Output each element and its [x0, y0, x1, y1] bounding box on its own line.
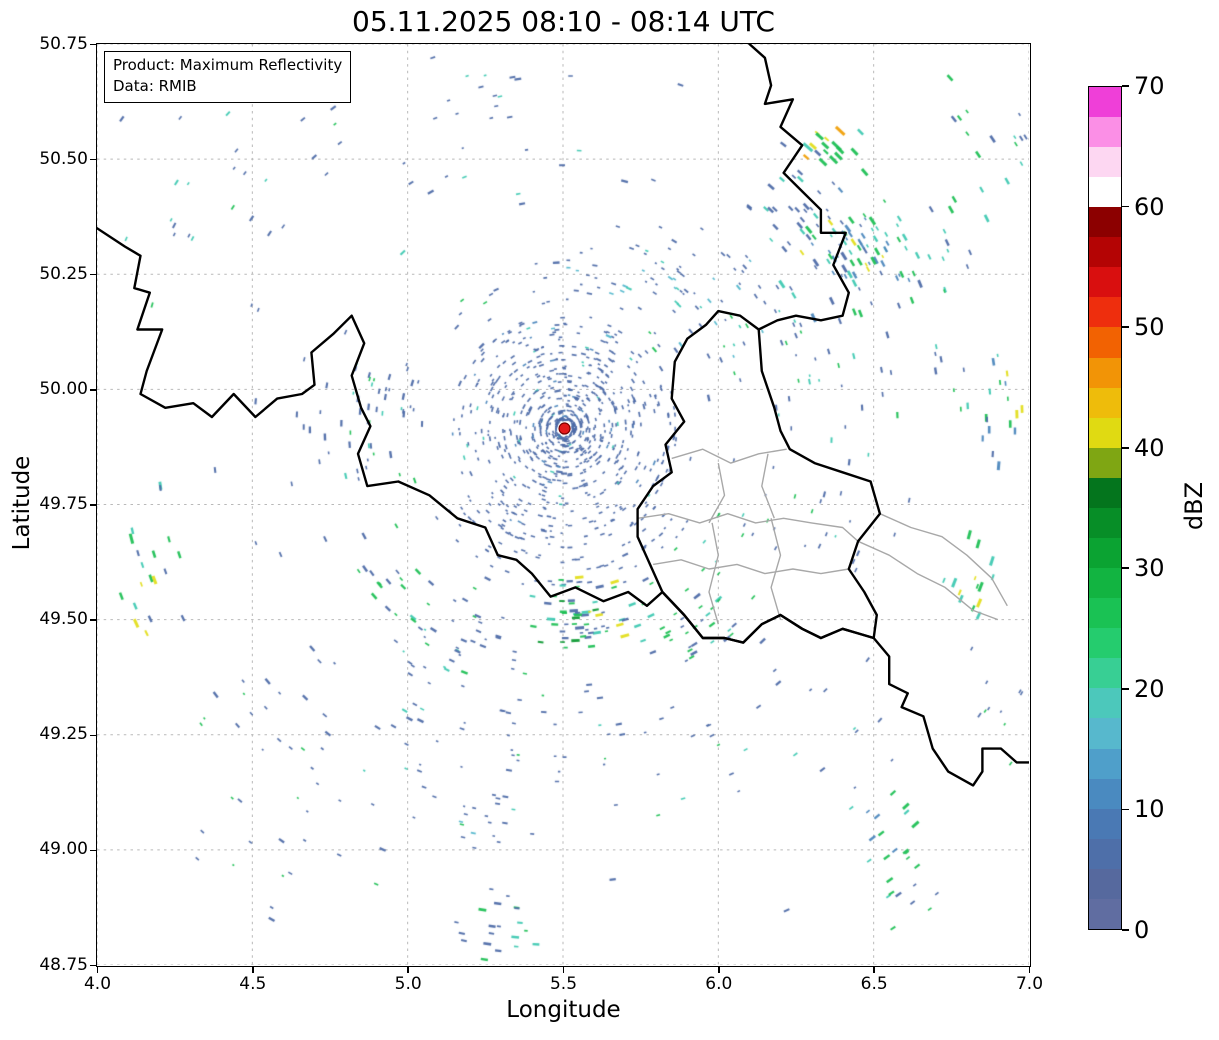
y-tick-label: 49.50	[39, 609, 88, 630]
colorbar-tick-mark	[1122, 567, 1129, 570]
colorbar-segment	[1089, 868, 1121, 899]
colorbar-segment	[1089, 327, 1121, 358]
colorbar-segment	[1089, 658, 1121, 689]
x-tick-label: 5.0	[394, 974, 422, 994]
y-tick-label: 48.75	[39, 954, 88, 975]
colorbar-label: dBZ	[1180, 481, 1208, 531]
product-info-box: Product: Maximum Reflectivity Data: RMIB	[104, 51, 352, 103]
colorbar-tick-label: 0	[1134, 916, 1150, 944]
x-tick-label: 5.5	[549, 974, 578, 994]
y-tick-mark	[90, 849, 96, 852]
colorbar-segment	[1089, 477, 1121, 508]
colorbar	[1088, 86, 1122, 930]
product-line: Product: Maximum Reflectivity	[113, 56, 343, 74]
colorbar-gradient	[1089, 86, 1121, 929]
colorbar-segment	[1089, 778, 1121, 809]
colorbar-segment	[1089, 297, 1121, 328]
y-tick-label: 50.00	[39, 378, 88, 399]
colorbar-segment	[1089, 507, 1121, 538]
y-tick-mark	[90, 504, 96, 506]
colorbar-segment	[1089, 146, 1121, 178]
y-tick-mark	[90, 389, 96, 391]
y-tick-mark	[90, 274, 96, 276]
map-plot-area: Product: Maximum Reflectivity Data: RMIB	[96, 43, 1031, 967]
x-tick-mark	[252, 967, 254, 973]
y-tick-mark	[90, 158, 96, 161]
y-tick-label: 49.25	[39, 724, 88, 745]
colorbar-segment	[1089, 688, 1121, 719]
y-tick-label: 50.25	[39, 263, 88, 284]
y-tick-label: 50.50	[39, 148, 88, 169]
colorbar-segment	[1089, 86, 1121, 117]
colorbar-tick-label: 20	[1134, 674, 1165, 703]
colorbar-segment	[1089, 417, 1121, 448]
y-tick-label: 49.00	[39, 839, 88, 860]
colorbar-tick-mark	[1122, 326, 1129, 328]
data-source-line: Data: RMIB	[113, 77, 197, 95]
colorbar-tick-label: 50	[1134, 313, 1165, 342]
y-tick-label: 50.75	[39, 33, 88, 54]
colorbar-tick-label: 40	[1134, 433, 1165, 462]
colorbar-segment	[1089, 207, 1121, 238]
colorbar-tick-mark	[1122, 808, 1129, 811]
colorbar-tick-label: 30	[1134, 554, 1165, 583]
colorbar-segment	[1089, 628, 1121, 659]
colorbar-tick-mark	[1122, 205, 1129, 208]
colorbar-segment	[1089, 898, 1121, 929]
colorbar-segment	[1089, 808, 1121, 839]
colorbar-segment	[1089, 237, 1121, 268]
y-tick-label: 49.75	[39, 494, 88, 514]
colorbar-segment	[1089, 838, 1121, 869]
y-tick-mark	[90, 734, 96, 736]
colorbar-segment	[1089, 116, 1121, 147]
x-tick-mark	[562, 967, 565, 973]
x-tick-mark	[718, 967, 720, 973]
colorbar-tick-mark	[1122, 85, 1129, 87]
colorbar-tick-label: 10	[1134, 795, 1165, 824]
colorbar-segment	[1089, 177, 1121, 208]
y-tick-mark	[90, 43, 96, 46]
y-tick-mark	[90, 619, 96, 621]
x-tick-mark	[1028, 967, 1031, 973]
x-axis-label: Longitude	[506, 997, 621, 1023]
x-tick-mark	[873, 967, 875, 973]
colorbar-segment	[1089, 447, 1121, 478]
x-tick-label: 6.5	[860, 974, 888, 994]
radar-echo-layer	[97, 44, 1029, 965]
colorbar-tick-mark	[1122, 688, 1129, 690]
x-tick-mark	[96, 967, 99, 973]
colorbar-segment	[1089, 748, 1121, 779]
country-borders-layer	[97, 44, 1029, 787]
x-tick-label: 6.0	[705, 974, 733, 994]
y-tick-mark	[90, 964, 96, 967]
colorbar-tick-label: 60	[1134, 192, 1165, 221]
colorbar-segment	[1089, 267, 1121, 298]
x-tick-label: 4.5	[239, 974, 267, 994]
colorbar-segment	[1089, 387, 1121, 418]
colorbar-segment	[1089, 718, 1121, 749]
x-tick-label: 7.0	[1015, 974, 1044, 994]
colorbar-tick-mark	[1122, 929, 1129, 931]
colorbar-segment	[1089, 568, 1121, 599]
colorbar-segment	[1089, 537, 1121, 569]
colorbar-segment	[1089, 598, 1121, 629]
plot-title: 05.11.2025 08:10 - 08:14 UTC	[352, 5, 775, 38]
colorbar-segment	[1089, 357, 1121, 388]
colorbar-tick-mark	[1122, 446, 1129, 449]
x-tick-label: 4.0	[83, 974, 112, 994]
x-tick-mark	[407, 967, 409, 973]
colorbar-tick-label: 70	[1134, 72, 1165, 100]
